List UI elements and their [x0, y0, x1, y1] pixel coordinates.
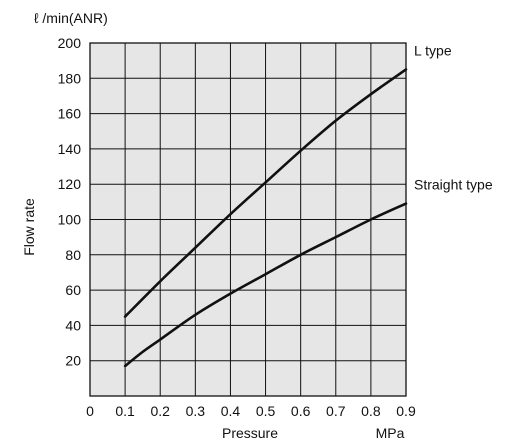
series-line-1	[123, 202, 408, 368]
x-tick-label: 0.7	[326, 403, 346, 419]
plot-frame	[89, 42, 407, 397]
y-tick-label: 20	[65, 353, 81, 369]
series-label-1: Straight type	[414, 177, 493, 193]
y-unit-label: ℓ /min(ANR)	[34, 10, 108, 26]
series-lines	[123, 68, 408, 368]
x-axis-label: Pressure	[222, 425, 278, 441]
y-axis-label: Flow rate	[21, 198, 37, 256]
x-tick-label: 0.2	[150, 403, 170, 419]
series-line-0	[123, 68, 408, 318]
series-labels: L type Straight type	[414, 42, 493, 192]
x-tick-labels: 0 0.1 0.2 0.3 0.4 0.5 0.6 0.7 0.8 0.9	[86, 403, 416, 419]
series-label-0: L type	[414, 42, 452, 58]
y-tick-label: 100	[58, 212, 82, 228]
x-unit-label: MPa	[376, 425, 405, 441]
x-tick-label: 0.3	[186, 403, 206, 419]
y-tick-label: 40	[65, 317, 81, 333]
y-tick-label: 120	[58, 176, 82, 192]
y-tick-label: 60	[65, 282, 81, 298]
x-tick-label: 0.1	[115, 403, 135, 419]
x-tick-label: 0.9	[396, 403, 416, 419]
x-tick-label: 0.5	[256, 403, 276, 419]
y-tick-label: 80	[65, 247, 81, 263]
x-tick-label: 0	[86, 403, 94, 419]
x-tick-label: 0.4	[221, 403, 241, 419]
x-tick-label: 0.8	[361, 403, 381, 419]
y-tick-label: 200	[58, 35, 82, 51]
y-tick-label: 160	[58, 106, 82, 122]
y-tick-label: 180	[58, 70, 82, 86]
y-tick-label: 140	[58, 141, 82, 157]
y-tick-labels: 20 40 60 80 100 120 140 160 180 200	[58, 35, 82, 369]
x-tick-label: 0.6	[291, 403, 311, 419]
